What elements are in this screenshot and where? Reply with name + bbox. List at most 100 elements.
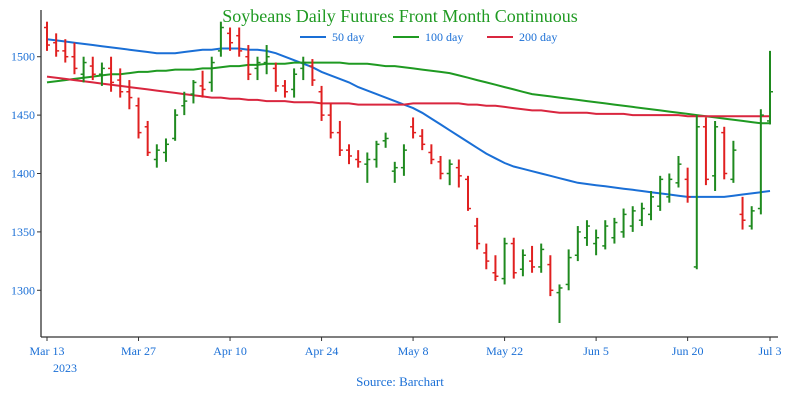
ohlc-bars [44, 21, 773, 323]
ohlc-bar [236, 27, 243, 57]
ohlc-bar [410, 117, 417, 139]
ohlc-bar [309, 59, 316, 86]
ohlc-bar [199, 70, 206, 98]
x-tick-label: Jun 20 [672, 344, 704, 358]
ohlc-bar [428, 144, 435, 165]
series-line-50-day [46, 38, 771, 198]
ohlc-bar [400, 144, 407, 176]
ohlc-bar [71, 42, 78, 75]
legend-label: 200 day [519, 30, 557, 44]
ohlc-bar [538, 243, 545, 273]
ohlc-bar [190, 80, 197, 104]
legend-label: 100 day [425, 30, 463, 44]
ohlc-bar [721, 126, 728, 180]
ohlc-bar [373, 140, 380, 168]
ohlc-bar [648, 191, 655, 221]
ohlc-bar [108, 56, 115, 92]
ohlc-bar [593, 229, 600, 256]
ohlc-bar [629, 206, 636, 232]
ohlc-bar [135, 97, 142, 139]
series-line-200-day [46, 75, 770, 118]
ohlc-bar [730, 140, 737, 183]
ohlc-bar [547, 255, 554, 297]
ohlc-bar [620, 208, 627, 238]
ohlc-bar [336, 120, 343, 156]
x-axis: Mar 13 Mar 27 Apr 10 Apr 24 May 8 May 22 Jun 5… [30, 336, 782, 358]
ohlc-bar [346, 144, 353, 165]
ohlc-bar [263, 45, 270, 75]
x-tick-label: Jun 5 [583, 344, 609, 358]
ohlc-bar [611, 217, 618, 244]
x-tick-label: May 22 [486, 344, 523, 358]
ohlc-bar [227, 27, 234, 51]
ohlc-bar [748, 206, 755, 230]
ohlc-bar [245, 45, 252, 81]
series-line-100-day [46, 61, 770, 125]
ohlc-bar [80, 56, 87, 83]
x-tick-label: Apr 24 [305, 344, 339, 358]
ohlc-bar [62, 39, 69, 63]
ohlc-bar [153, 144, 160, 168]
legend: 50 day 100 day 200 day [300, 30, 557, 44]
ohlc-bar [675, 155, 682, 188]
ohlc-bar [757, 109, 764, 215]
ohlc-bar [574, 226, 581, 262]
y-tick-label: 1450 [11, 108, 35, 122]
ohlc-bar [492, 255, 499, 281]
ohlc-bar [98, 62, 105, 86]
ohlc-bar [172, 109, 179, 141]
ohlc-bar [519, 249, 526, 277]
ohlc-bar [291, 68, 298, 98]
ohlc-bar [702, 117, 709, 186]
ohlc-bar [657, 175, 664, 211]
ohlc-bar [162, 138, 169, 162]
ohlc-bar [89, 56, 96, 81]
y-tick-label: 1400 [11, 167, 35, 181]
ohlc-bar [272, 62, 279, 92]
ohlc-bar [144, 120, 151, 156]
ohlc-bar [300, 56, 307, 81]
ohlc-bar [565, 249, 572, 291]
ohlc-bar [712, 120, 719, 192]
x-tick-label: May 8 [398, 344, 429, 358]
y-tick-label: 1350 [11, 225, 35, 239]
ohlc-bar [419, 129, 426, 151]
ohlc-bar [455, 159, 462, 188]
ohlc-bar [181, 91, 188, 116]
y-tick-label: 1500 [11, 50, 35, 64]
ohlc-bar [364, 152, 371, 183]
ohlc-bar [583, 220, 590, 246]
ohlc-bar [464, 175, 471, 211]
x-tick-label: Mar 27 [121, 344, 156, 358]
ohlc-bar [739, 196, 746, 230]
ohlc-bar [318, 85, 325, 121]
ohlc-bar [437, 155, 444, 180]
ohlc-bar [501, 237, 508, 285]
ohlc-bar [126, 80, 133, 110]
ohlc-bar [693, 115, 700, 270]
chart-title: Soybeans Daily Futures Front Month Conti… [222, 6, 578, 26]
source-label: Source: Barchart [356, 374, 444, 389]
y-axis: 1300 1350 1400 1450 1500 [11, 10, 42, 337]
y-tick-label: 1300 [11, 283, 35, 297]
x-tick-label: Mar 13 [30, 344, 65, 358]
ohlc-bar [53, 33, 60, 57]
ohlc-bar [510, 237, 517, 279]
ohlc-bar [217, 21, 224, 57]
x-tick-label: Apr 10 [213, 344, 247, 358]
x-tick-label: Jul 3 [758, 344, 781, 358]
ohlc-bar [556, 284, 563, 323]
ohlc-bar [355, 150, 362, 168]
ohlc-bar [684, 167, 691, 203]
ohlc-bar [483, 243, 490, 270]
ohlc-bar [254, 56, 261, 81]
ohlc-bar [767, 50, 773, 125]
ohlc-bar [44, 21, 50, 51]
ohlc-bar [602, 220, 609, 250]
ohlc-bar [529, 245, 536, 273]
ohlc-bar [474, 217, 481, 250]
ohlc-bar [281, 80, 288, 98]
ohlc-bar [208, 56, 215, 92]
